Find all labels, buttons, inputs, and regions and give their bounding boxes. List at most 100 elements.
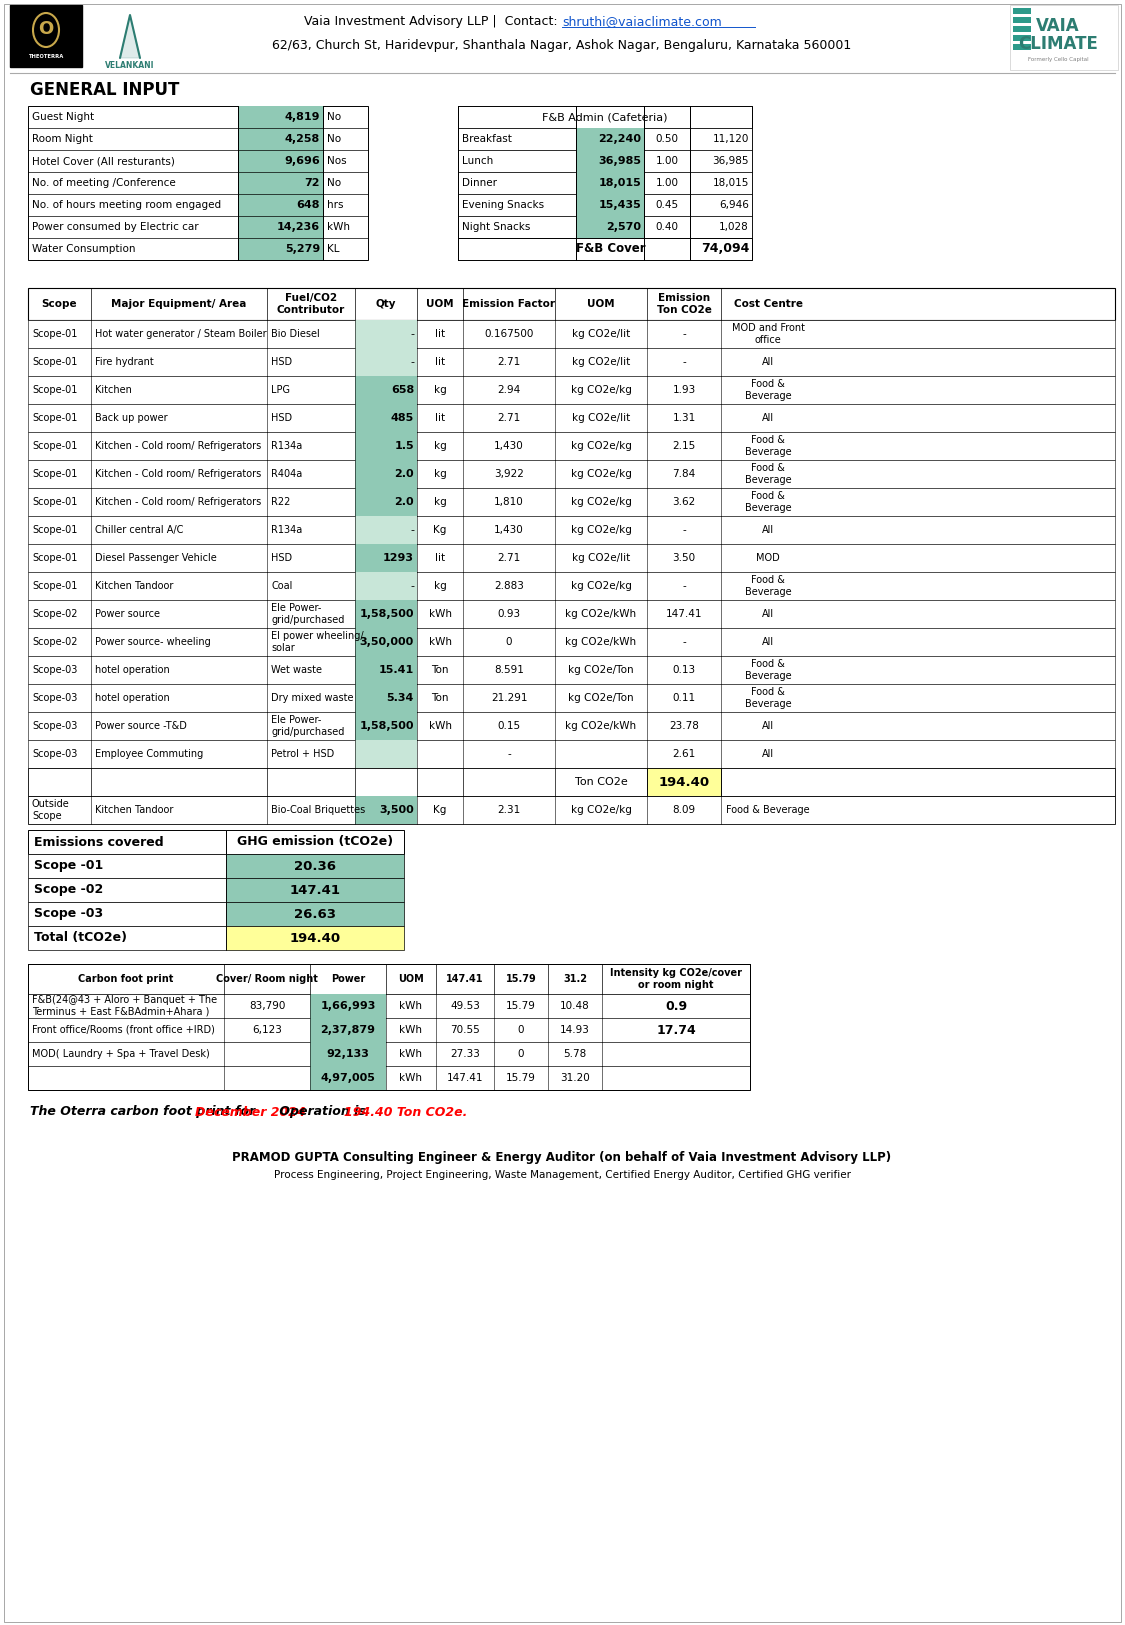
Bar	[28, 684, 1115, 712]
Bar	[356, 600, 417, 627]
Text: 147.41: 147.41	[447, 1072, 484, 1082]
Text: Total (tCO2e): Total (tCO2e)	[34, 931, 127, 944]
Text: 2.0: 2.0	[395, 470, 414, 479]
Text: 485: 485	[390, 413, 414, 422]
Text: 10.48: 10.48	[560, 1001, 590, 1011]
Text: 1,430: 1,430	[494, 525, 524, 535]
Bar	[458, 128, 752, 150]
Bar	[356, 432, 417, 460]
Text: Kitchen - Cold room/ Refrigerators: Kitchen - Cold room/ Refrigerators	[94, 497, 261, 507]
Text: kWh: kWh	[327, 223, 350, 232]
Text: Dry mixed waste: Dry mixed waste	[271, 692, 353, 704]
Text: Major Equipment/ Area: Major Equipment/ Area	[111, 299, 246, 309]
Text: 23.78: 23.78	[669, 722, 699, 731]
Text: 0.40: 0.40	[656, 223, 678, 232]
Bar	[226, 830, 404, 855]
Text: -: -	[682, 525, 686, 535]
Text: 72: 72	[305, 179, 319, 188]
Bar	[226, 902, 404, 926]
Text: No. of hours meeting room engaged: No. of hours meeting room engaged	[32, 200, 222, 210]
Text: Wet waste: Wet waste	[271, 665, 322, 674]
Text: Breakfast: Breakfast	[462, 133, 512, 145]
Bar	[310, 1042, 386, 1066]
Text: Scope-01: Scope-01	[32, 385, 78, 395]
Text: kWh: kWh	[399, 1001, 423, 1011]
Text: Kg: Kg	[433, 525, 447, 535]
Text: Emission Factor: Emission Factor	[462, 299, 556, 309]
Bar	[238, 172, 323, 193]
Text: Food &
Beverage: Food & Beverage	[745, 687, 791, 708]
Text: kg CO2e/kg: kg CO2e/kg	[570, 470, 631, 479]
Bar	[238, 150, 323, 172]
Text: 18,015: 18,015	[712, 179, 749, 188]
Text: Dinner: Dinner	[462, 179, 497, 188]
Text: kg: kg	[433, 497, 447, 507]
Text: 1.93: 1.93	[673, 385, 695, 395]
Text: kg CO2e/kWh: kg CO2e/kWh	[566, 609, 637, 619]
Text: kWh: kWh	[399, 1050, 423, 1060]
Text: 2.883: 2.883	[494, 582, 524, 592]
Bar	[28, 1042, 750, 1066]
Text: 6,123: 6,123	[252, 1025, 282, 1035]
Bar	[238, 216, 323, 237]
Text: R22: R22	[271, 497, 290, 507]
Text: Diesel Passenger Vehicle: Diesel Passenger Vehicle	[94, 552, 217, 562]
Text: kg CO2e/lit: kg CO2e/lit	[572, 413, 630, 422]
Text: Food &
Beverage: Food & Beverage	[745, 436, 791, 457]
Text: 194.40: 194.40	[289, 931, 341, 944]
Bar	[28, 405, 1115, 432]
Text: F&B(24@43 + Aloro + Banquet + The
Terminus + East F&BAdmin+Ahara ): F&B(24@43 + Aloro + Banquet + The Termin…	[32, 994, 217, 1017]
Text: lit: lit	[435, 328, 446, 340]
Text: UOM: UOM	[398, 973, 424, 985]
Text: VELANKANI: VELANKANI	[106, 60, 155, 70]
Text: 27.33: 27.33	[450, 1050, 480, 1060]
Text: 15,435: 15,435	[598, 200, 641, 210]
Text: 15.79: 15.79	[506, 1072, 536, 1082]
Text: kWh: kWh	[429, 722, 451, 731]
Text: MOD( Laundry + Spa + Travel Desk): MOD( Laundry + Spa + Travel Desk)	[32, 1050, 209, 1060]
Text: 17.74: 17.74	[656, 1024, 696, 1037]
Bar	[356, 656, 417, 684]
Text: Petrol + HSD: Petrol + HSD	[271, 749, 334, 759]
Text: Kitchen Tandoor: Kitchen Tandoor	[94, 582, 173, 592]
Text: GENERAL INPUT: GENERAL INPUT	[30, 81, 179, 99]
Text: Food &
Beverage: Food & Beverage	[745, 463, 791, 484]
Bar	[356, 375, 417, 405]
Bar	[458, 150, 752, 172]
Text: 0: 0	[506, 637, 512, 647]
Text: Cost Centre: Cost Centre	[734, 299, 802, 309]
Bar	[226, 855, 404, 878]
Text: -: -	[410, 328, 414, 340]
Text: Scope-01: Scope-01	[32, 497, 78, 507]
Text: Scope-01: Scope-01	[32, 440, 78, 452]
Text: kg CO2e/kWh: kg CO2e/kWh	[566, 722, 637, 731]
Text: Scope-01: Scope-01	[32, 582, 78, 592]
Text: 3,500: 3,500	[379, 804, 414, 816]
Text: -: -	[507, 749, 511, 759]
Text: Ele Power-
grid/purchased: Ele Power- grid/purchased	[271, 715, 344, 736]
Text: -: -	[682, 582, 686, 592]
Bar	[28, 1017, 750, 1042]
Text: kg CO2e/Ton: kg CO2e/Ton	[568, 665, 633, 674]
Text: UOM: UOM	[587, 299, 614, 309]
Text: 147.41: 147.41	[447, 973, 484, 985]
Text: Kitchen: Kitchen	[94, 385, 132, 395]
Text: 14,236: 14,236	[277, 223, 320, 232]
Text: HSD: HSD	[271, 358, 292, 367]
Text: kWh: kWh	[429, 609, 451, 619]
Text: 4,97,005: 4,97,005	[321, 1072, 376, 1082]
Text: Kitchen - Cold room/ Refrigerators: Kitchen - Cold room/ Refrigerators	[94, 470, 261, 479]
Bar	[28, 769, 1115, 796]
Text: hotel operation: hotel operation	[94, 665, 170, 674]
Text: lit: lit	[435, 413, 446, 422]
Text: Kg: Kg	[433, 804, 447, 816]
Text: HSD: HSD	[271, 413, 292, 422]
Text: kg CO2e/lit: kg CO2e/lit	[572, 358, 630, 367]
Text: kg CO2e/kg: kg CO2e/kg	[570, 582, 631, 592]
Text: HSD: HSD	[271, 552, 292, 562]
Bar	[576, 150, 643, 172]
Text: kg CO2e/lit: kg CO2e/lit	[572, 328, 630, 340]
Text: 6,946: 6,946	[719, 200, 749, 210]
Text: 3.50: 3.50	[673, 552, 695, 562]
Text: El power wheeling/
solar: El power wheeling/ solar	[271, 630, 363, 653]
